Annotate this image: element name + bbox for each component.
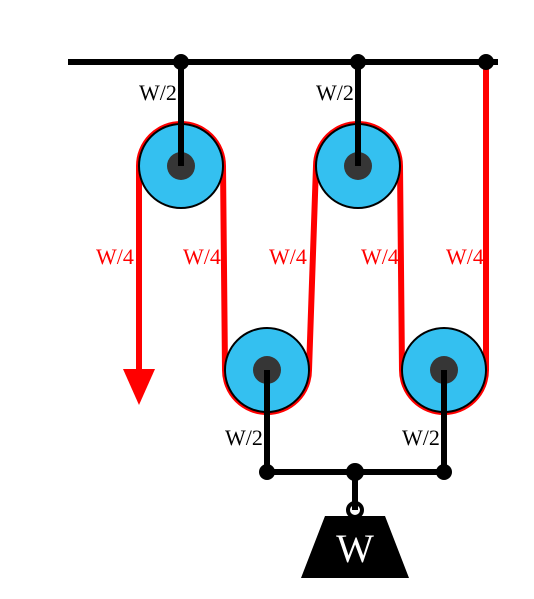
label-hanger-bottom-1: W/2 <box>225 425 263 450</box>
label-hanger-bottom-2: W/2 <box>402 425 440 450</box>
hanger-top-1-anchor-dot <box>173 54 189 70</box>
label-rope-seg-3: W/4 <box>269 244 307 269</box>
rope-ceiling-anchor-dot <box>478 54 494 70</box>
label-rope-seg-2: W/4 <box>183 244 221 269</box>
label-hanger-top-1: W/2 <box>139 80 177 105</box>
label-hanger-top-2: W/2 <box>316 80 354 105</box>
rope-arrow-head <box>123 369 155 405</box>
hanger-top-2-anchor-dot <box>350 54 366 70</box>
label-rope-seg-5: W/4 <box>446 244 484 269</box>
label-rope-seg-4: W/4 <box>361 244 399 269</box>
weight-label: W <box>336 526 374 571</box>
label-rope-seg-1: W/4 <box>96 244 134 269</box>
